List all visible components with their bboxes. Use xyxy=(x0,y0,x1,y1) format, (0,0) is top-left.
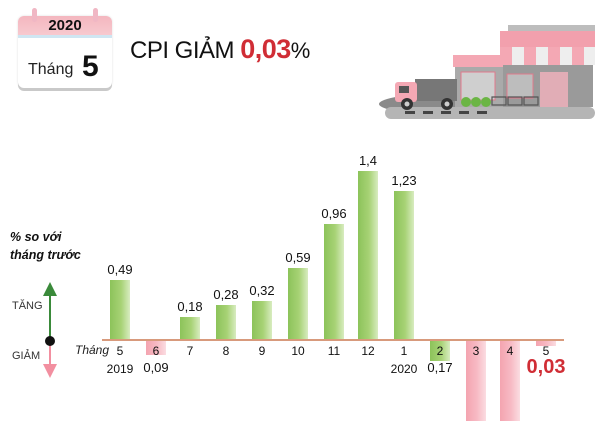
calendar-ring-icon xyxy=(93,8,98,22)
x-tick-label: 5 xyxy=(542,344,550,358)
calendar-ring-icon xyxy=(32,8,37,22)
x-tick-label: 10 xyxy=(291,344,305,358)
y-axis-label: % so với tháng trước xyxy=(10,228,81,264)
up-down-arrow-icon xyxy=(43,282,57,378)
y-axis-label-line1: % so với xyxy=(10,230,62,244)
bar xyxy=(146,341,166,355)
x-tick-label: 12 xyxy=(361,344,375,358)
x-tick-label: 3 xyxy=(472,344,480,358)
headline-unit: % xyxy=(290,38,311,63)
bar-value-label: 0,49 xyxy=(107,262,133,278)
bar-value-label: 0,17 xyxy=(427,360,453,375)
x-tick-label: 1 xyxy=(400,344,408,358)
bar xyxy=(536,341,556,346)
headline-value: 0,03 xyxy=(240,34,291,64)
y-axis-label-line2: tháng trước xyxy=(10,248,81,262)
x-tick-label: 2 xyxy=(436,344,444,358)
bar xyxy=(252,300,272,339)
calendar-body: 2020 Tháng 5 xyxy=(18,16,112,88)
bar xyxy=(394,191,414,339)
x-axis-line xyxy=(102,339,564,341)
calendar-month-label: Tháng xyxy=(28,61,74,78)
x-tick-label: 4 xyxy=(506,344,514,358)
x-tick-label: 8 xyxy=(222,344,230,358)
bar xyxy=(430,341,450,361)
bar-value-label: 1,23 xyxy=(391,173,417,189)
bar-value-label: 0,09 xyxy=(143,360,169,375)
headline-prefix: CPI GIẢM xyxy=(130,37,235,64)
legend-increase-label: TĂNG xyxy=(12,300,43,312)
bar xyxy=(110,280,130,339)
bar xyxy=(324,223,344,339)
calendar-year: 2020 xyxy=(48,17,82,34)
bar-value-label: 0,96 xyxy=(321,205,347,221)
x-year-label: 2020 xyxy=(390,362,418,376)
x-tick-label: 7 xyxy=(186,344,194,358)
calendar-header: 2020 xyxy=(18,16,112,38)
calendar-badge: 2020 Tháng 5 xyxy=(18,8,112,88)
bar-value-label: 1,4 xyxy=(358,153,378,168)
bar-value-label: 0,18 xyxy=(177,299,203,315)
headline: CPI GIẢM 0,03% xyxy=(130,34,310,65)
calendar-month-number: 5 xyxy=(82,50,99,83)
bar xyxy=(180,317,200,339)
x-tick-label: 6 xyxy=(152,344,160,358)
store-truck-illustration xyxy=(379,25,595,119)
bar-value-label: 0,59 xyxy=(285,250,311,266)
highlight-value-label: 0,03 xyxy=(526,356,566,378)
bar xyxy=(288,268,308,339)
legend-decrease-label: GIẢM xyxy=(12,350,41,362)
x-axis-prefix: Tháng xyxy=(75,343,110,357)
x-year-label: 2019 xyxy=(106,362,134,376)
x-tick-label: 5 xyxy=(116,344,124,358)
bar xyxy=(358,171,378,339)
bar xyxy=(216,305,236,339)
x-tick-label: 11 xyxy=(327,344,341,358)
x-tick-label: 9 xyxy=(258,344,266,358)
bar-value-label: 0,32 xyxy=(249,282,275,298)
bar-value-label: 0,28 xyxy=(213,287,239,303)
